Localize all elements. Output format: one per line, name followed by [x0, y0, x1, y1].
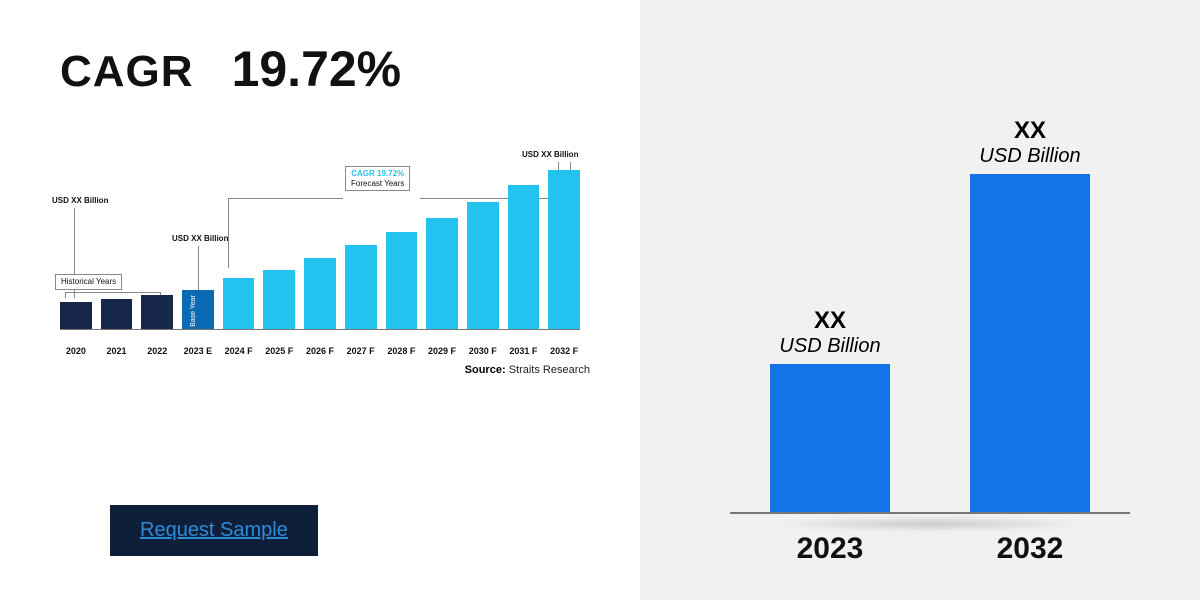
- mini-bar: [345, 245, 377, 330]
- big-year-label: 2032: [955, 532, 1105, 566]
- callout-2032: USD XX Billion: [522, 150, 578, 159]
- mini-bar: [386, 232, 418, 330]
- mini-bar: [467, 202, 499, 330]
- right-panel: XXUSD Billion XXUSD Billion 2023 2032: [640, 0, 1200, 600]
- big-bar: [770, 364, 890, 514]
- mini-bar: [182, 290, 214, 330]
- mini-x-label: 2027 F: [345, 346, 377, 356]
- request-sample-button[interactable]: Request Sample: [110, 505, 318, 556]
- mini-bar: [223, 278, 255, 330]
- big-bar-column: XXUSD Billion: [955, 117, 1105, 514]
- mini-x-label: 2026 F: [304, 346, 336, 356]
- comparison-bar-chart: XXUSD BillionXXUSD Billion 20232032: [730, 30, 1130, 560]
- big-bar-caption: XXUSD Billion: [779, 307, 880, 358]
- cagr-headline: CAGR 19.72%: [60, 40, 610, 98]
- big-year-label: 2023: [755, 532, 905, 566]
- mini-x-label: 2021: [101, 346, 133, 356]
- mini-x-label: 2028 F: [386, 346, 418, 356]
- mini-x-label: 2025 F: [263, 346, 295, 356]
- mini-bar: [263, 270, 295, 330]
- mini-bar: [101, 299, 133, 330]
- mini-x-label: 2031 F: [508, 346, 540, 356]
- big-bar-column: XXUSD Billion: [755, 307, 905, 514]
- mini-x-label: 2032 F: [548, 346, 580, 356]
- cagr-value: 19.72%: [232, 40, 402, 98]
- source-value: Straits Research: [509, 364, 590, 376]
- mini-bar: [141, 295, 173, 330]
- big-bar: [970, 174, 1090, 514]
- mini-baseline: [60, 329, 580, 330]
- big-bars-group: XXUSD Billion XXUSD Billion: [730, 84, 1130, 514]
- forecast-bar-chart: USD XX Billion USD XX Billion USD XX Bil…: [60, 126, 580, 356]
- mini-x-label: 2029 F: [426, 346, 458, 356]
- mini-bar: [426, 218, 458, 330]
- mini-bar: [508, 185, 540, 330]
- big-baseline: [730, 512, 1130, 514]
- mini-x-label: 2024 F: [223, 346, 255, 356]
- base-year-vertical-label: Base Year: [190, 295, 197, 327]
- source-line: Source: Straits Research: [60, 364, 610, 376]
- left-panel: CAGR 19.72% USD XX Billion USD XX Billio…: [0, 0, 640, 600]
- mini-x-label: 2022: [141, 346, 173, 356]
- mini-x-labels: 2020 2021 2022 2023 E 2024 F 2025 F 2026 F 2027…: [60, 346, 580, 356]
- mini-bar: [304, 258, 336, 330]
- source-label: Source:: [465, 364, 506, 376]
- mini-x-label: 2023 E: [182, 346, 214, 356]
- mini-x-label: 2030 F: [467, 346, 499, 356]
- cagr-label: CAGR: [60, 47, 194, 97]
- big-bar-caption: XXUSD Billion: [979, 117, 1080, 168]
- big-year-labels: 2023 2032: [730, 532, 1130, 566]
- mini-x-label: 2020: [60, 346, 92, 356]
- mini-bars-group: [60, 160, 580, 330]
- mini-bar: [548, 170, 580, 330]
- big-shadow: [700, 516, 1160, 532]
- mini-bar: [60, 302, 92, 330]
